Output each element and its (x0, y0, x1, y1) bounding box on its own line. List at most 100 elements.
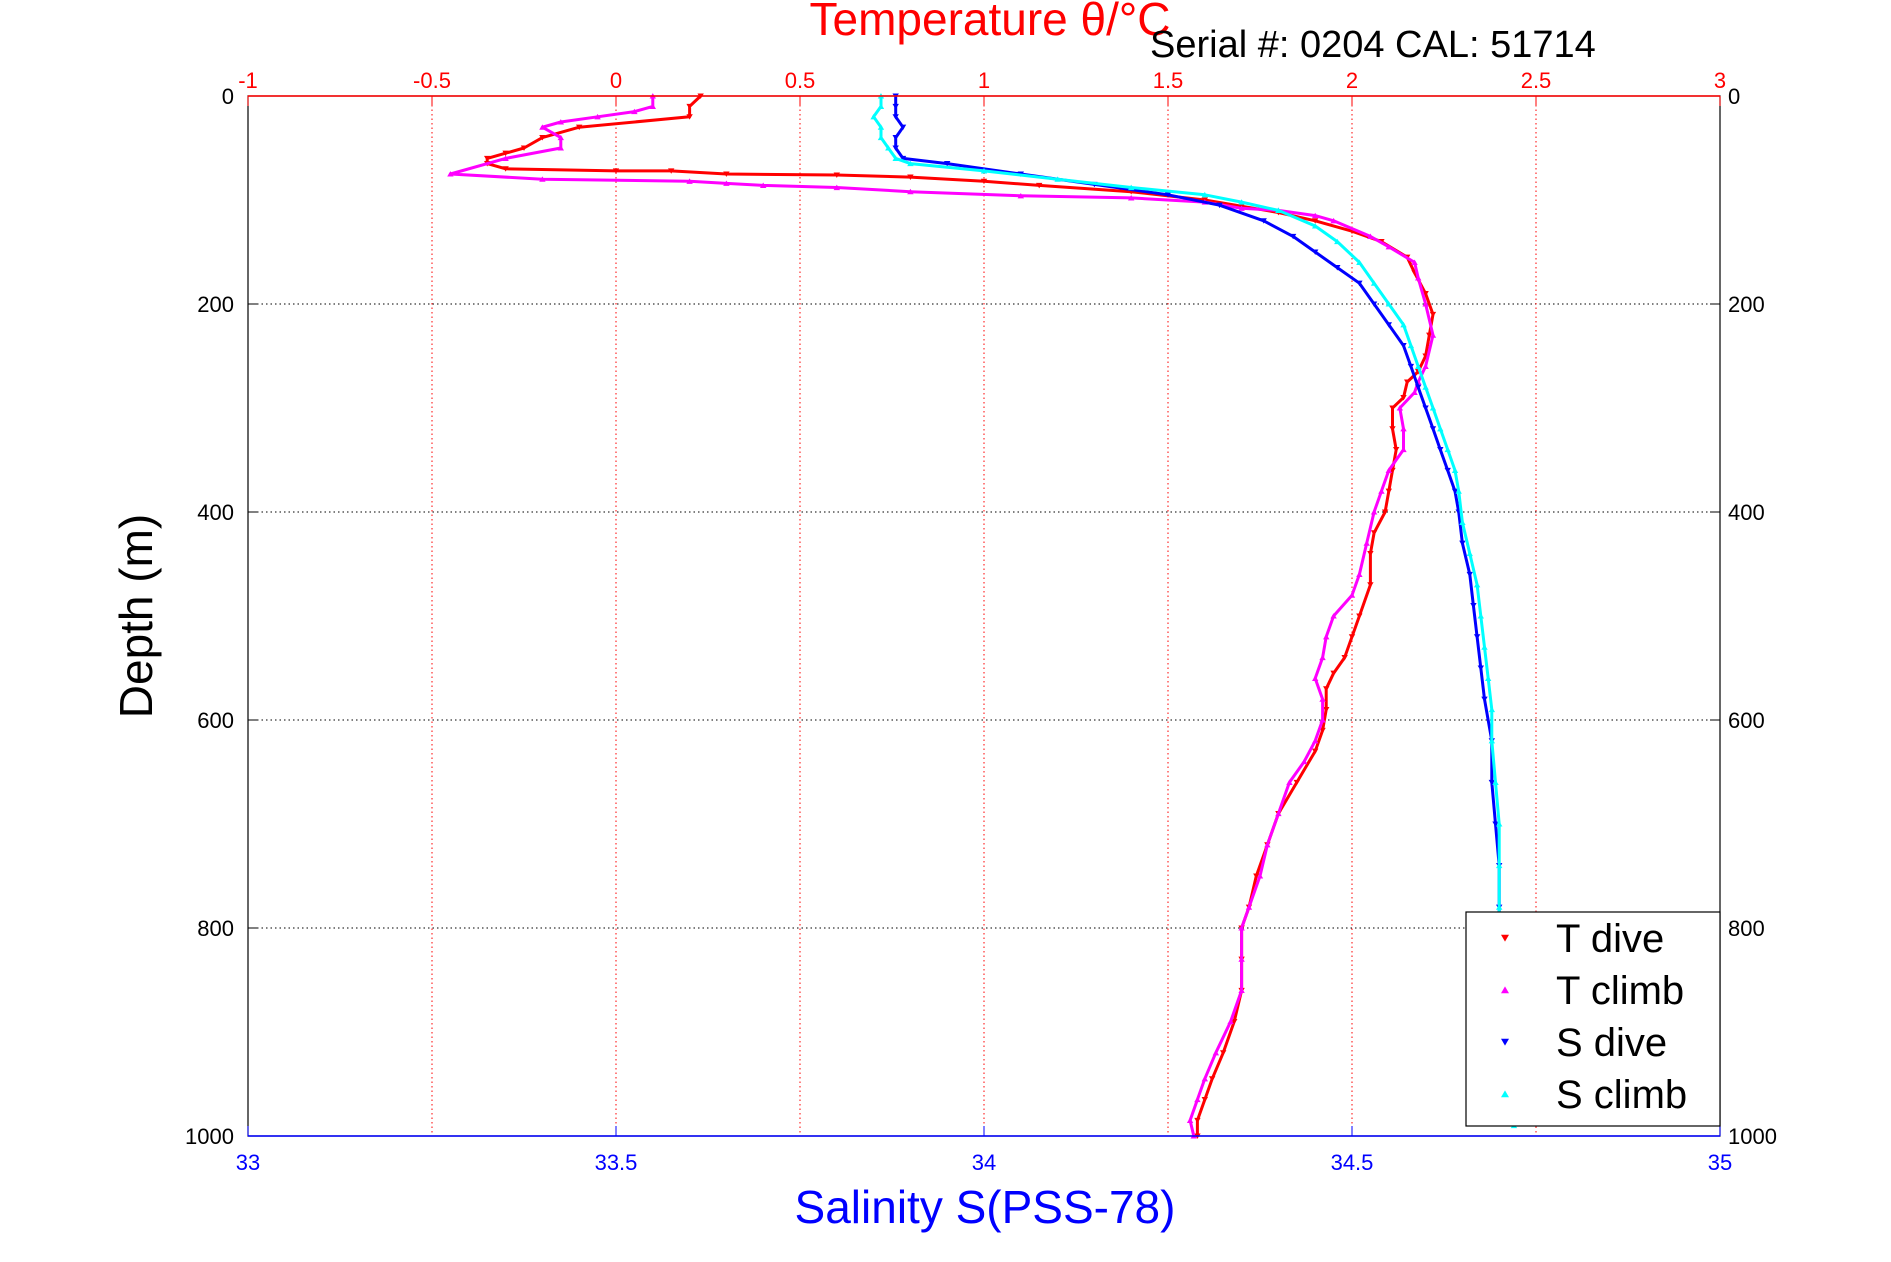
legend-label-t-climb: T climb (1556, 969, 1684, 1013)
data-point-t-dive (520, 145, 528, 151)
y-right-tick-label: 800 (1728, 916, 1765, 941)
temperature-tick-label: 1.5 (1153, 68, 1184, 93)
data-point-s-climb (1444, 446, 1451, 453)
data-point-t-dive (686, 114, 693, 120)
data-point-t-dive (1422, 291, 1429, 297)
data-point-t-dive (1036, 182, 1043, 189)
data-point-t-climb (833, 184, 840, 191)
y-right-tick-label: 400 (1728, 500, 1765, 525)
series-line-s-climb (872, 96, 1516, 1126)
data-point-t-dive (1389, 426, 1396, 432)
data-point-t-climb (557, 134, 564, 141)
data-point-t-climb (1363, 540, 1370, 546)
data-point-s-dive (1477, 665, 1484, 671)
data-point-t-climb (760, 182, 767, 188)
data-point-t-dive (1341, 655, 1348, 661)
y-right-tick-label: 0 (1728, 84, 1740, 109)
series-line-t-climb (448, 96, 1435, 1137)
data-point-t-dive (1319, 727, 1326, 734)
data-point-t-climb (1319, 696, 1326, 702)
data-point-s-climb (1466, 550, 1473, 557)
data-point-s-dive (1164, 192, 1172, 198)
data-point-t-dive (484, 155, 491, 162)
data-point-s-dive (1289, 233, 1297, 240)
data-point-t-climb (1275, 810, 1282, 817)
data-point-s-climb (885, 145, 892, 151)
data-point-t-climb (1422, 301, 1429, 307)
data-point-t-climb (1017, 192, 1024, 199)
legend-marker-t-dive (1501, 934, 1509, 942)
data-point-s-climb (1492, 779, 1499, 785)
data-point-s-climb (877, 134, 885, 141)
data-point-t-climb (1411, 259, 1418, 265)
data-point-t-dive (1208, 1076, 1216, 1082)
data-point-s-dive (899, 124, 907, 131)
data-point-s-climb (1400, 321, 1407, 328)
data-point-t-climb (1300, 758, 1308, 765)
data-point-s-dive (899, 155, 907, 162)
data-point-s-climb (1422, 384, 1429, 390)
data-point-t-climb (594, 113, 601, 120)
data-point-t-dive (576, 124, 583, 131)
data-point-t-climb (1323, 633, 1330, 640)
data-point-t-dive (502, 166, 509, 172)
data-point-s-climb (877, 103, 885, 109)
salinity-tick-label: 34.5 (1331, 1150, 1374, 1175)
data-point-s-dive (1470, 603, 1477, 609)
y-tick-label: 800 (197, 916, 234, 941)
data-point-t-climb (539, 124, 546, 130)
data-point-s-climb (1496, 904, 1503, 910)
data-point-s-dive (1415, 384, 1422, 391)
data-point-t-dive (1367, 582, 1374, 588)
data-point-s-dive (1459, 540, 1466, 547)
data-point-s-climb (1459, 519, 1466, 525)
data-point-s-dive (1451, 488, 1459, 495)
data-point-t-climb (1319, 717, 1326, 723)
legend-marker-s-climb (1501, 1090, 1509, 1098)
data-point-t-climb (631, 108, 638, 115)
data-point-t-dive (1348, 634, 1356, 640)
data-point-s-dive (1466, 571, 1473, 578)
data-point-s-climb (1312, 223, 1319, 229)
data-point-t-climb (649, 103, 656, 109)
salinity-tick-label: 33.5 (595, 1150, 638, 1175)
data-point-t-dive (1330, 670, 1337, 677)
data-point-s-climb (1370, 280, 1378, 286)
data-point-t-dive (1220, 1050, 1227, 1056)
data-point-s-dive (1492, 821, 1499, 827)
data-point-t-climb (1312, 212, 1319, 219)
data-point-t-climb (1312, 675, 1319, 681)
data-point-t-dive (1400, 395, 1407, 401)
data-point-s-climb (1407, 342, 1415, 349)
data-point-s-dive (1334, 265, 1341, 271)
legend-marker-t-climb (1501, 986, 1509, 994)
data-point-t-dive (1356, 613, 1363, 619)
data-point-s-climb (1334, 238, 1341, 245)
y-tick-label: 0 (222, 84, 234, 109)
series-line-t-dive (485, 94, 1435, 1136)
data-point-s-climb (1385, 301, 1392, 307)
data-point-t-climb (1227, 1018, 1234, 1025)
data-point-s-dive (1385, 322, 1392, 328)
data-point-t-dive (1392, 447, 1400, 453)
data-point-s-climb (1481, 644, 1488, 650)
data-point-t-dive (1312, 748, 1319, 755)
data-point-t-dive (1201, 1097, 1208, 1103)
data-point-t-dive (907, 174, 914, 180)
data-point-t-climb (447, 171, 454, 177)
data-point-s-climb (870, 113, 877, 120)
data-point-t-dive (1385, 488, 1392, 495)
data-point-s-climb (1415, 363, 1422, 369)
data-point-t-climb (1385, 467, 1392, 473)
data-point-s-dive (1481, 696, 1488, 703)
data-point-s-climb (1496, 821, 1503, 827)
data-point-t-dive (668, 168, 675, 174)
data-point-t-dive (980, 178, 988, 185)
data-point-t-climb (1429, 332, 1437, 338)
data-layer (447, 93, 1518, 1139)
data-point-s-dive (1488, 779, 1496, 786)
y-right-tick-label: 1000 (1728, 1124, 1777, 1149)
data-point-s-dive (892, 135, 899, 141)
y-axis-title: Depth (m) (110, 514, 162, 718)
data-point-s-climb (892, 155, 899, 161)
